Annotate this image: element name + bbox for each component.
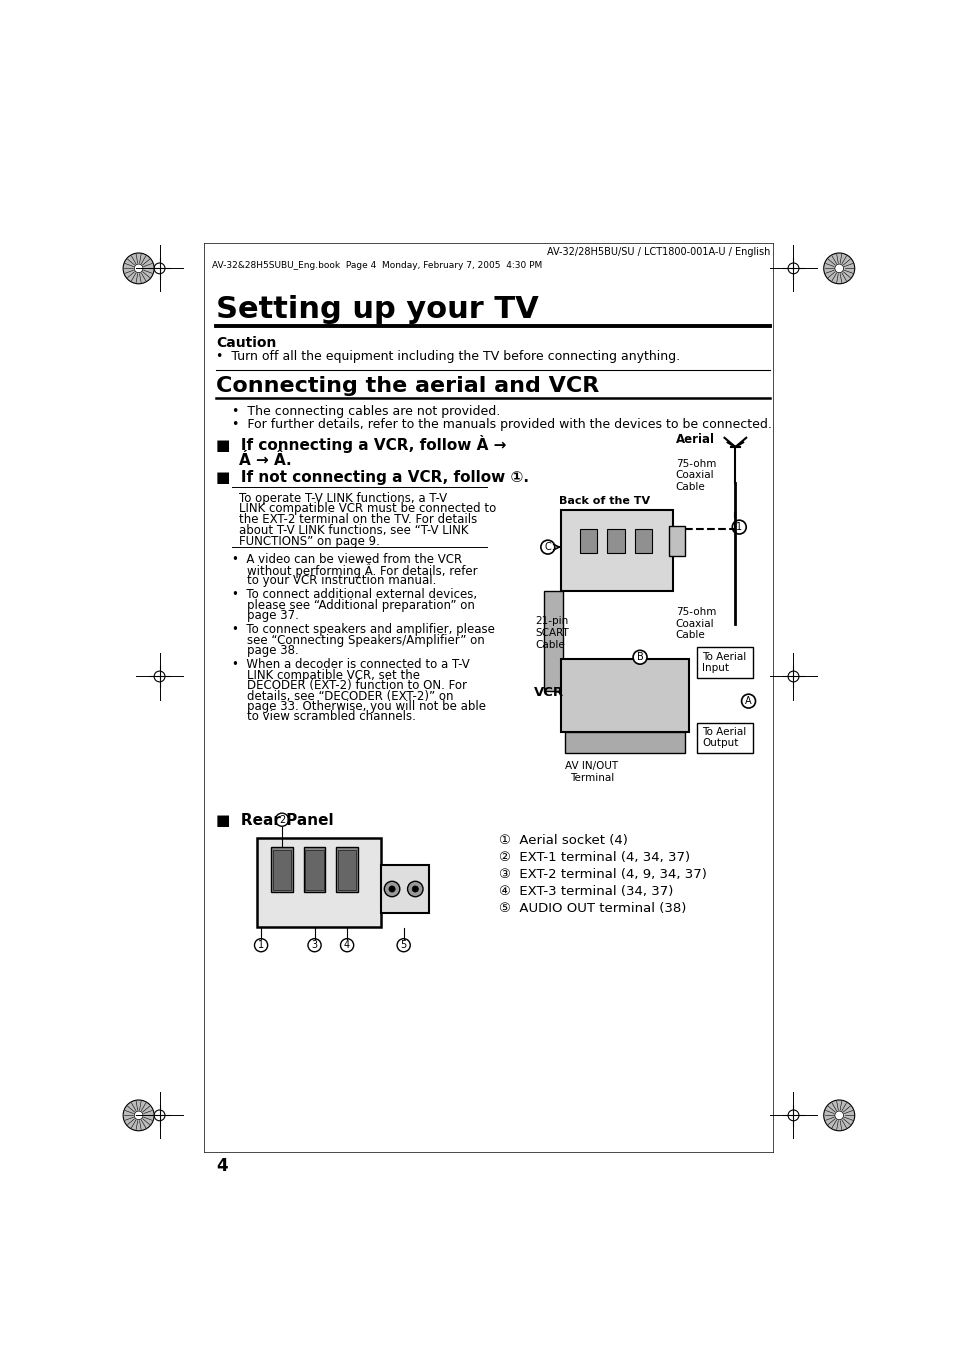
Text: 21-pin
SCART
Cable: 21-pin SCART Cable bbox=[535, 616, 569, 650]
Text: 1: 1 bbox=[736, 521, 741, 532]
Text: AV-32/28H5BU/SU / LCT1800-001A-U / English: AV-32/28H5BU/SU / LCT1800-001A-U / Engli… bbox=[546, 247, 769, 257]
Text: Á → Â.: Á → Â. bbox=[239, 453, 292, 469]
Text: 4: 4 bbox=[216, 1156, 228, 1175]
Circle shape bbox=[412, 886, 418, 892]
Text: To operate T-V LINK functions, a T-V: To operate T-V LINK functions, a T-V bbox=[239, 492, 447, 505]
FancyBboxPatch shape bbox=[543, 590, 562, 692]
Text: Caution: Caution bbox=[216, 336, 276, 350]
Text: Setting up your TV: Setting up your TV bbox=[216, 295, 538, 323]
Circle shape bbox=[275, 813, 289, 827]
Text: A: A bbox=[744, 696, 751, 707]
FancyBboxPatch shape bbox=[560, 511, 673, 590]
Circle shape bbox=[123, 253, 154, 284]
Circle shape bbox=[732, 520, 745, 534]
Text: 3: 3 bbox=[312, 940, 317, 950]
Circle shape bbox=[540, 540, 555, 554]
Text: ■  If connecting a VCR, follow À →: ■ If connecting a VCR, follow À → bbox=[216, 435, 506, 454]
FancyBboxPatch shape bbox=[273, 850, 291, 890]
Circle shape bbox=[822, 253, 854, 284]
Text: page 37.: page 37. bbox=[232, 609, 298, 621]
Text: B: B bbox=[636, 653, 642, 662]
Text: VCR: VCR bbox=[534, 686, 563, 698]
Text: about T-V LINK functions, see “T-V LINK: about T-V LINK functions, see “T-V LINK bbox=[239, 524, 468, 536]
Text: without performing Â. For details, refer: without performing Â. For details, refer bbox=[232, 563, 476, 578]
Circle shape bbox=[396, 939, 410, 951]
FancyBboxPatch shape bbox=[337, 850, 356, 890]
Text: •  To connect speakers and amplifier, please: • To connect speakers and amplifier, ple… bbox=[232, 623, 494, 636]
Text: ②  EXT-1 terminal (4, 34, 37): ② EXT-1 terminal (4, 34, 37) bbox=[498, 851, 689, 865]
FancyBboxPatch shape bbox=[579, 530, 597, 553]
FancyBboxPatch shape bbox=[697, 647, 753, 678]
Text: Back of the TV: Back of the TV bbox=[558, 496, 650, 505]
Text: •  When a decoder is connected to a T-V: • When a decoder is connected to a T-V bbox=[232, 658, 469, 671]
Text: ③  EXT-2 terminal (4, 9, 34, 37): ③ EXT-2 terminal (4, 9, 34, 37) bbox=[498, 869, 706, 881]
Circle shape bbox=[134, 263, 143, 273]
FancyBboxPatch shape bbox=[607, 530, 624, 553]
FancyBboxPatch shape bbox=[669, 526, 684, 557]
Circle shape bbox=[123, 1100, 154, 1131]
FancyBboxPatch shape bbox=[335, 847, 357, 892]
Text: •  The connecting cables are not provided.: • The connecting cables are not provided… bbox=[232, 405, 499, 419]
Text: page 38.: page 38. bbox=[232, 644, 298, 657]
Circle shape bbox=[633, 650, 646, 665]
Text: LINK compatible VCR must be connected to: LINK compatible VCR must be connected to bbox=[239, 503, 497, 516]
Text: 5: 5 bbox=[400, 940, 406, 950]
Circle shape bbox=[308, 939, 321, 951]
FancyBboxPatch shape bbox=[257, 838, 381, 927]
Text: •  Turn off all the equipment including the TV before connecting anything.: • Turn off all the equipment including t… bbox=[216, 350, 679, 363]
Circle shape bbox=[834, 263, 842, 273]
FancyBboxPatch shape bbox=[697, 723, 753, 754]
Text: the EXT-2 terminal on the TV. For details: the EXT-2 terminal on the TV. For detail… bbox=[239, 513, 477, 527]
Text: see “Connecting Speakers/Amplifier” on: see “Connecting Speakers/Amplifier” on bbox=[232, 634, 484, 647]
Text: •  For further details, refer to the manuals provided with the devices to be con: • For further details, refer to the manu… bbox=[232, 417, 771, 431]
Text: page 33. Otherwise, you will not be able: page 33. Otherwise, you will not be able bbox=[232, 700, 485, 713]
Text: •  A video can be viewed from the VCR: • A video can be viewed from the VCR bbox=[232, 554, 461, 566]
Text: To Aerial
Output: To Aerial Output bbox=[701, 727, 745, 748]
Text: ⑤  AUDIO OUT terminal (38): ⑤ AUDIO OUT terminal (38) bbox=[498, 902, 685, 915]
Circle shape bbox=[134, 1111, 143, 1120]
Circle shape bbox=[254, 939, 268, 951]
Text: to your VCR instruction manual.: to your VCR instruction manual. bbox=[232, 574, 436, 588]
FancyBboxPatch shape bbox=[564, 732, 684, 754]
Text: LINK compatible VCR, set the: LINK compatible VCR, set the bbox=[232, 669, 419, 682]
Text: please see “Additional preparation” on: please see “Additional preparation” on bbox=[232, 598, 474, 612]
Text: AV-32&28H5SUBU_Eng.book  Page 4  Monday, February 7, 2005  4:30 PM: AV-32&28H5SUBU_Eng.book Page 4 Monday, F… bbox=[212, 261, 542, 270]
Circle shape bbox=[340, 939, 354, 951]
FancyBboxPatch shape bbox=[634, 530, 651, 553]
Text: ④  EXT-3 terminal (34, 37): ④ EXT-3 terminal (34, 37) bbox=[498, 885, 673, 898]
Text: 2: 2 bbox=[278, 815, 285, 824]
Circle shape bbox=[822, 1100, 854, 1131]
Circle shape bbox=[407, 881, 422, 897]
FancyBboxPatch shape bbox=[305, 850, 323, 890]
Circle shape bbox=[834, 1111, 842, 1120]
Text: •  To connect additional external devices,: • To connect additional external devices… bbox=[232, 588, 476, 601]
Circle shape bbox=[389, 886, 395, 892]
Text: DECODER (EXT-2) function to ON. For: DECODER (EXT-2) function to ON. For bbox=[232, 680, 466, 692]
Text: Aerial: Aerial bbox=[675, 434, 714, 446]
Text: AV IN/OUT
Terminal: AV IN/OUT Terminal bbox=[565, 761, 618, 782]
FancyBboxPatch shape bbox=[381, 865, 429, 913]
Text: 4: 4 bbox=[344, 940, 350, 950]
Text: 75-ohm
Coaxial
Cable: 75-ohm Coaxial Cable bbox=[675, 458, 716, 492]
Text: 1: 1 bbox=[257, 940, 264, 950]
Text: ■  Rear Panel: ■ Rear Panel bbox=[216, 813, 334, 828]
FancyBboxPatch shape bbox=[560, 659, 688, 732]
Text: to view scrambled channels.: to view scrambled channels. bbox=[232, 711, 416, 723]
Circle shape bbox=[740, 694, 755, 708]
FancyBboxPatch shape bbox=[271, 847, 293, 892]
Text: FUNCTIONS” on page 9.: FUNCTIONS” on page 9. bbox=[239, 535, 380, 547]
Text: ①  Aerial socket (4): ① Aerial socket (4) bbox=[498, 835, 627, 847]
Text: Connecting the aerial and VCR: Connecting the aerial and VCR bbox=[216, 376, 598, 396]
Text: ■  If not connecting a VCR, follow ①.: ■ If not connecting a VCR, follow ①. bbox=[216, 470, 529, 485]
Text: details, see “DECODER (EXT-2)” on: details, see “DECODER (EXT-2)” on bbox=[232, 689, 453, 703]
Text: To Aerial
Input: To Aerial Input bbox=[701, 651, 745, 673]
Circle shape bbox=[384, 881, 399, 897]
Text: 75-ohm
Coaxial
Cable: 75-ohm Coaxial Cable bbox=[675, 607, 716, 640]
FancyBboxPatch shape bbox=[303, 847, 325, 892]
Text: C: C bbox=[544, 542, 551, 553]
